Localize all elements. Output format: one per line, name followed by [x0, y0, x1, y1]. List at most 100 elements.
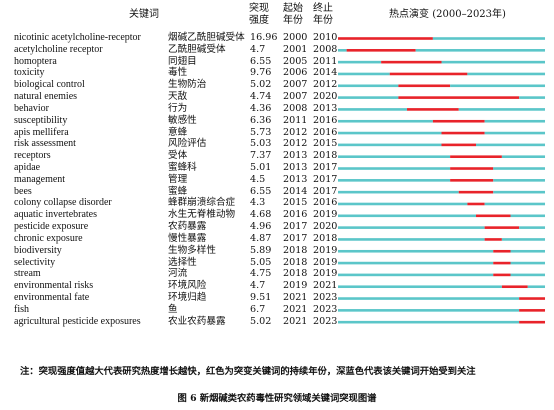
keyword-zh: 农药暴露	[168, 221, 207, 233]
end-year: 2023	[313, 292, 338, 304]
figure-caption: 图 6 新烟碱类农药毒性研究领域关键词突现图谱	[177, 393, 377, 404]
table-row: biological control 生物防治 5.02 2007 2012	[0, 79, 554, 91]
keyword-zh: 河流	[168, 268, 188, 280]
keyword-zh: 天敌	[168, 91, 188, 103]
keyword-zh: 毒性	[168, 67, 188, 79]
keyword-en: acetylcholine receptor	[14, 43, 103, 55]
burst-segment	[441, 143, 476, 147]
burst-strength: 6.55	[250, 55, 272, 67]
burst-strength: 4.68	[250, 209, 272, 221]
attention-segment	[338, 167, 451, 170]
keyword-en: nicotinic acetylcholine-receptor	[14, 32, 141, 43]
keyword-en: biological control	[14, 79, 85, 91]
attention-segment	[510, 261, 545, 265]
burst-segment	[493, 273, 511, 277]
keyword-zh: 蜜蜂	[168, 185, 188, 197]
keyword-zh: 鱼	[168, 303, 178, 315]
keyword-zh: 蜜蜂科	[168, 162, 197, 174]
burst-segment	[450, 155, 502, 158]
keyword-zh: 烟碱乙酰胆碱受体	[168, 32, 245, 43]
end-year: 2019	[313, 256, 338, 268]
end-year: 2018	[313, 150, 338, 162]
end-year: 2014	[313, 67, 338, 79]
table-row: fish 鱼 6.7 2021 2023	[0, 304, 554, 316]
table-row: selectivity 选择性 5.05 2018 2019	[0, 257, 554, 269]
attention-segment	[338, 72, 390, 76]
end-year: 2017	[313, 162, 338, 174]
attention-segment	[338, 285, 502, 289]
begin-year: 2013	[283, 150, 308, 162]
attention-segment	[510, 249, 545, 253]
end-year: 2019	[313, 244, 338, 256]
burst-strength: 4.7	[250, 43, 266, 55]
burst-segment	[467, 202, 485, 206]
burst-strength: 4.87	[250, 232, 272, 244]
burst-strength: 4.96	[250, 221, 272, 233]
attention-segment	[338, 84, 399, 88]
keyword-zh: 环境风险	[168, 280, 207, 292]
attention-segment	[458, 108, 545, 111]
attention-segment	[510, 214, 545, 218]
header-end-text: 终止 年份	[313, 3, 333, 26]
begin-year: 2012	[283, 138, 308, 150]
attention-segment	[415, 49, 546, 52]
attention-segment	[519, 96, 546, 99]
keyword-en: bees	[14, 185, 32, 197]
keyword-en: agricultural pesticide exposures	[14, 315, 141, 327]
attention-segment	[338, 202, 468, 206]
begin-year: 2007	[283, 91, 308, 103]
burst-strength: 9.76	[250, 67, 272, 79]
burst-strength: 4.7	[250, 280, 266, 292]
burst-segment	[519, 320, 546, 324]
end-year: 2017	[313, 185, 338, 197]
keyword-en: environmental fate	[14, 292, 90, 304]
burst-strength: 4.36	[250, 102, 272, 114]
keyword-en: environmental risks	[14, 280, 94, 292]
begin-year: 2000	[283, 32, 308, 43]
table-row: nicotinic acetylcholine-receptor 烟碱乙酰胆碱受体…	[0, 32, 554, 44]
end-year: 2017	[313, 173, 338, 185]
burst-strength: 16.96	[250, 32, 278, 43]
keyword-en: aquatic invertebrates	[14, 209, 98, 221]
attention-segment	[501, 155, 546, 158]
table-row: apidae 蜜蜂科 5.01 2013 2017	[0, 162, 554, 174]
table-row: risk assessment 风险评估 5.03 2012 2015	[0, 138, 554, 150]
burst-strength: 5.01	[250, 162, 272, 174]
burst-strength: 5.89	[250, 244, 272, 256]
end-year: 2013	[313, 102, 338, 114]
table-row: apis mellifera 意蜂 5.73 2012 2016	[0, 127, 554, 139]
begin-year: 2016	[283, 209, 308, 221]
keyword-zh: 生物多样性	[168, 244, 216, 256]
header-strength: 突现 强度	[244, 3, 274, 27]
attention-segment	[338, 143, 442, 147]
end-year: 2011	[313, 55, 338, 67]
table-row: homoptera 同翅目 6.55 2005 2011	[0, 56, 554, 68]
burst-segment	[519, 309, 546, 312]
keyword-en: apis mellifera	[14, 126, 69, 138]
attention-segment	[493, 179, 545, 182]
begin-year: 2017	[283, 221, 308, 233]
keyword-en: pesticide exposure	[14, 221, 89, 233]
attention-segment	[338, 249, 494, 253]
end-year: 2019	[313, 209, 338, 221]
begin-year: 2008	[283, 102, 308, 114]
keyword-zh: 敏感性	[168, 114, 197, 126]
burst-strength: 4.5	[250, 173, 266, 185]
begin-year: 2001	[283, 43, 308, 55]
keyword-zh: 水生无脊椎动物	[168, 209, 236, 221]
end-year: 2008	[313, 43, 338, 55]
burst-segment	[501, 285, 528, 289]
table-row: environmental fate 环境归趋 9.51 2021 2023	[0, 292, 554, 304]
keyword-zh: 行为	[168, 102, 188, 114]
keyword-en: biodiversity	[14, 244, 62, 256]
end-year: 2020	[313, 221, 338, 233]
keyword-zh: 管理	[168, 173, 188, 185]
burst-segment	[519, 297, 546, 300]
attention-segment	[338, 119, 433, 123]
keyword-en: toxicity	[14, 67, 45, 79]
burst-segment	[441, 131, 485, 135]
burst-strength: 5.02	[250, 79, 272, 91]
header-timeline: 热点演变 (2000–2023年)	[389, 9, 506, 20]
attention-segment	[338, 96, 399, 99]
